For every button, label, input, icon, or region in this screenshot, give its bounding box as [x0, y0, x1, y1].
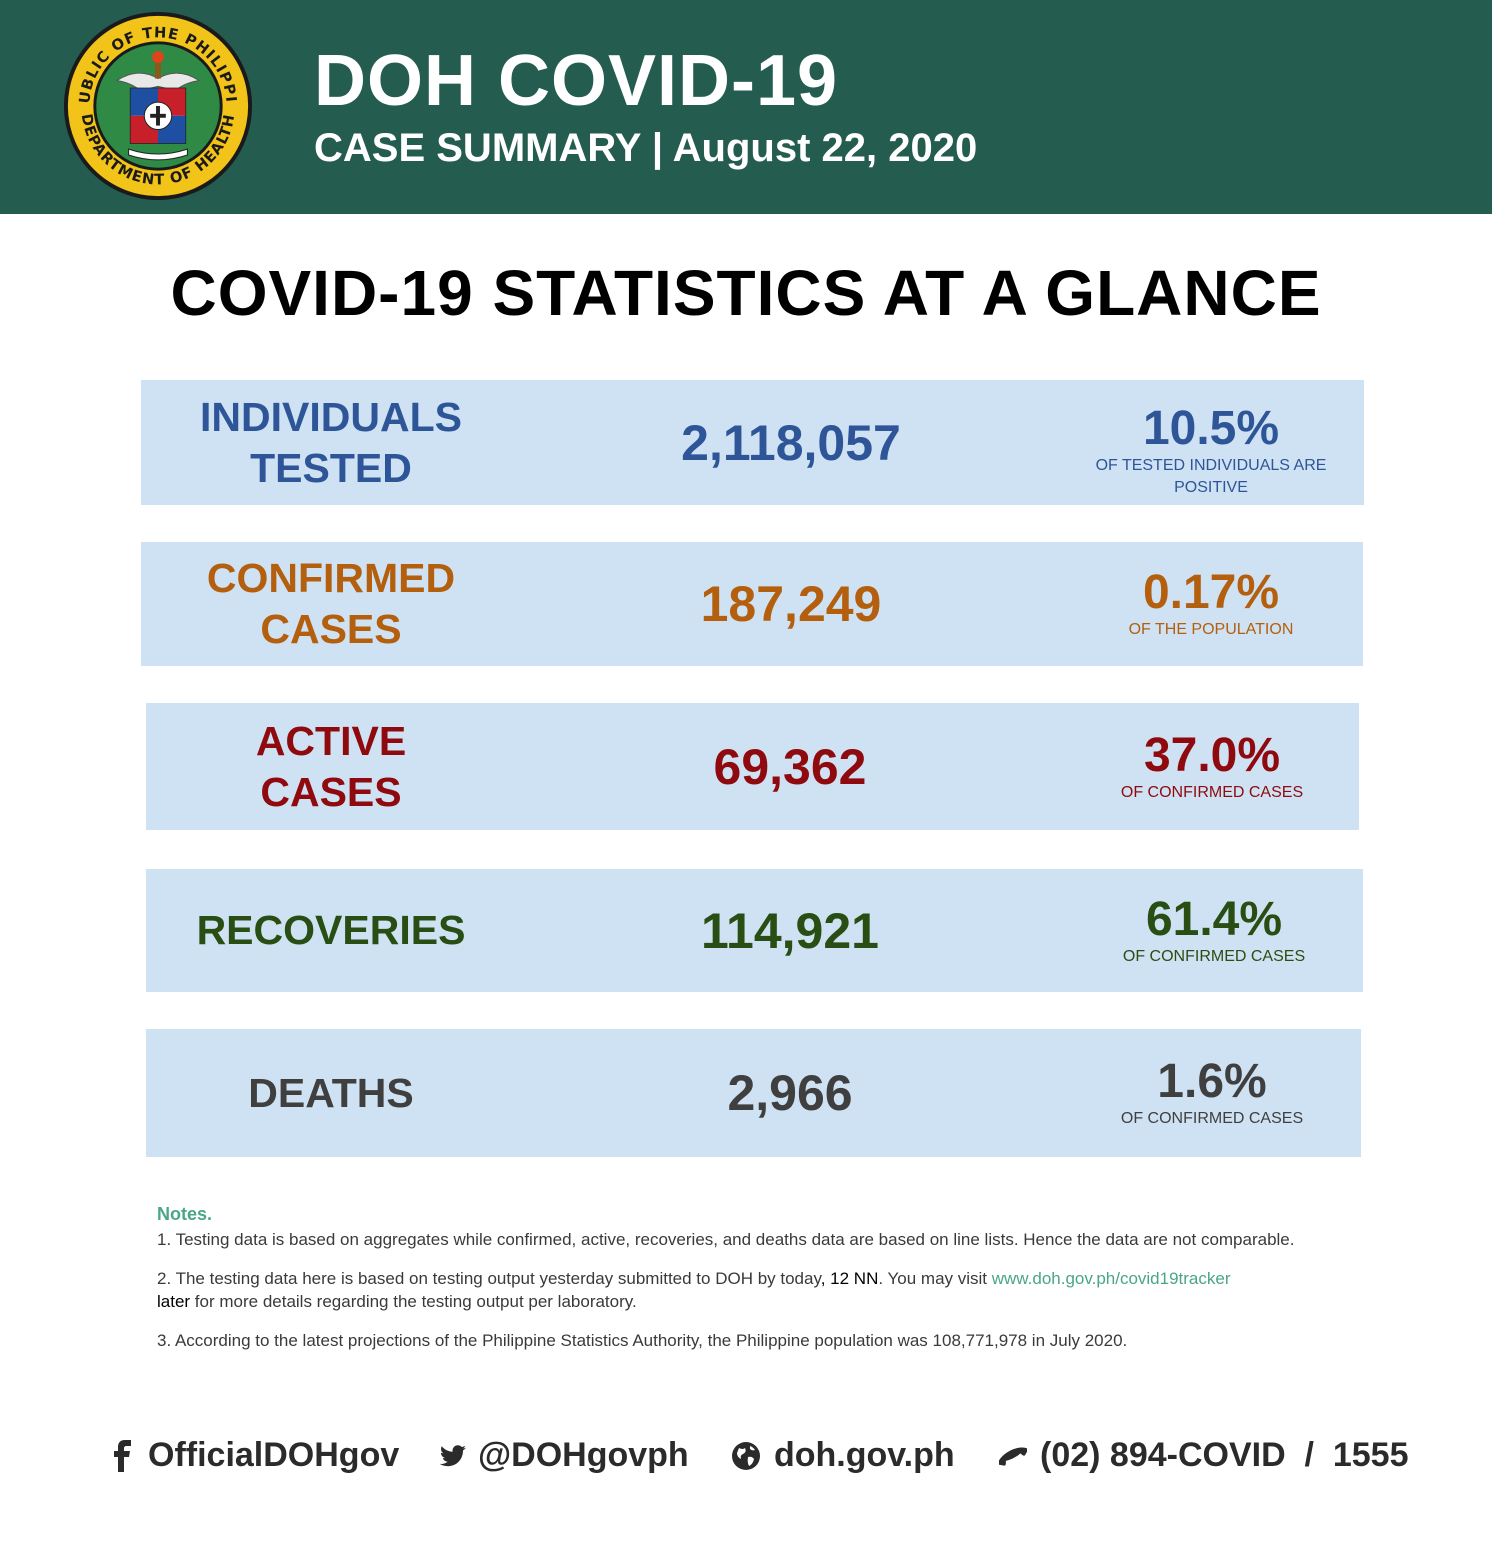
stat-label: ACTIVE CASES — [171, 703, 491, 830]
facebook-icon — [110, 1439, 136, 1473]
phone-icon — [998, 1439, 1028, 1473]
stat-row-active: ACTIVE CASES 69,362 37.0% OF CONFIRMED CA… — [146, 703, 1359, 830]
stat-note: OF CONFIRMED CASES — [1120, 1110, 1304, 1127]
stat-row-recoveries: RECOVERIES 114,921 61.4% OF CONFIRMED CA… — [146, 869, 1363, 992]
stat-label-line1: INDIVIDUALS — [200, 393, 462, 440]
stat-label: INDIVIDUALS TESTED — [171, 380, 491, 505]
stat-label: DEATHS — [171, 1029, 491, 1157]
note-3: 3. According to the latest projections o… — [157, 1331, 1128, 1350]
page-title: COVID-19 STATISTICS AT A GLANCE — [170, 257, 1322, 329]
facebook-handle: OfficialDOHgov — [148, 1436, 400, 1474]
stat-note: OF TESTED INDIVIDUALS ARE POSITIVE — [1095, 456, 1327, 496]
stat-label-line2: TESTED — [250, 444, 412, 491]
stat-value: 114,921 — [701, 902, 879, 959]
footer-twitter[interactable]: @DOHgovph — [440, 1436, 689, 1475]
stat-row-deaths: DEATHS 2,966 1.6% OF CONFIRMED CASES — [146, 1029, 1361, 1157]
stat-percent: 1.6% — [1157, 1055, 1267, 1108]
note-1: 1. Testing data is based on aggregates w… — [157, 1230, 1295, 1249]
stat-label-line1: DEATHS — [248, 1069, 414, 1116]
footer-contacts: OfficialDOHgov @DOHgovph doh.gov.ph (02)… — [0, 1418, 1492, 1500]
stat-percent: 37.0% — [1143, 728, 1281, 782]
stat-row-tested: INDIVIDUALS TESTED 2,118,057 10.5% OF TES… — [141, 380, 1364, 505]
stat-percent: 0.17% — [1142, 566, 1280, 619]
stat-percent-block: 10.5% OF TESTED INDIVIDUALS ARE POSITIVE — [1061, 388, 1361, 513]
twitter-icon — [440, 1439, 466, 1473]
stat-percent-block: 37.0% OF CONFIRMED CASES — [1062, 703, 1362, 830]
stat-percent-block: 61.4% OF CONFIRMED CASES — [1064, 869, 1364, 992]
stat-label: RECOVERIES — [171, 869, 491, 992]
stat-note: OF CONFIRMED CASES — [1122, 947, 1306, 965]
header-title: DOH COVID-19 — [314, 41, 839, 121]
notes-section: Notes. 1. Testing data is based on aggre… — [157, 1203, 1347, 1368]
stat-label-line1: RECOVERIES — [196, 907, 466, 953]
note-2-text-b: . You may visit — [878, 1269, 992, 1288]
header-banner: REPUBLIC OF THE PHILIPPINES DEPARTMENT O… — [0, 0, 1492, 214]
phone-number: (02) 894-COVID / 1555 — [1040, 1436, 1409, 1474]
stat-label: CONFIRMED CASES — [171, 542, 491, 666]
stat-label-line1: ACTIVE — [255, 717, 407, 764]
stat-percent: 61.4% — [1145, 892, 1283, 946]
tracker-link[interactable]: www.doh.gov.ph/covid19tracker — [991, 1269, 1231, 1288]
twitter-handle: @DOHgovph — [478, 1436, 689, 1474]
website-url: doh.gov.ph — [774, 1436, 955, 1474]
stat-note: OF THE POPULATION — [1128, 621, 1294, 638]
header-subtitle: CASE SUMMARY | August 22, 2020 — [314, 126, 978, 170]
note-2: 2. The testing data here is based on tes… — [157, 1267, 1347, 1313]
stat-value: 69,362 — [713, 738, 867, 795]
footer-website[interactable]: doh.gov.ph — [730, 1436, 955, 1475]
note-2-later: later — [157, 1292, 191, 1311]
note-2-time: , 12 NN — [820, 1269, 879, 1288]
footer-phone[interactable]: (02) 894-COVID / 1555 — [998, 1436, 1409, 1475]
note-2-text: 2. The testing data here is based on tes… — [157, 1269, 821, 1288]
stat-value: 187,249 — [700, 576, 882, 632]
stat-value: 2,118,057 — [681, 414, 901, 471]
notes-heading: Notes. — [157, 1204, 213, 1224]
footer-facebook[interactable]: OfficialDOHgov — [110, 1436, 399, 1475]
stat-percent-block: 1.6% OF CONFIRMED CASES — [1062, 1029, 1362, 1157]
doh-seal-icon: REPUBLIC OF THE PHILIPPINES DEPARTMENT O… — [60, 10, 253, 201]
stat-percent: 10.5% — [1142, 401, 1280, 455]
stat-label-line2: CASES — [260, 768, 402, 815]
stat-value: 2,966 — [727, 1065, 853, 1121]
note-2-text-c: for more details regarding the testing o… — [190, 1292, 637, 1311]
stat-percent-block: 0.17% OF THE POPULATION — [1061, 542, 1361, 666]
stat-note: OF CONFIRMED CASES — [1120, 783, 1304, 801]
stat-row-confirmed: CONFIRMED CASES 187,249 0.17% OF THE POPU… — [141, 542, 1363, 666]
globe-icon — [730, 1439, 762, 1473]
stat-label-line2: CASES — [260, 606, 402, 652]
stat-label-line1: CONFIRMED — [206, 555, 456, 601]
